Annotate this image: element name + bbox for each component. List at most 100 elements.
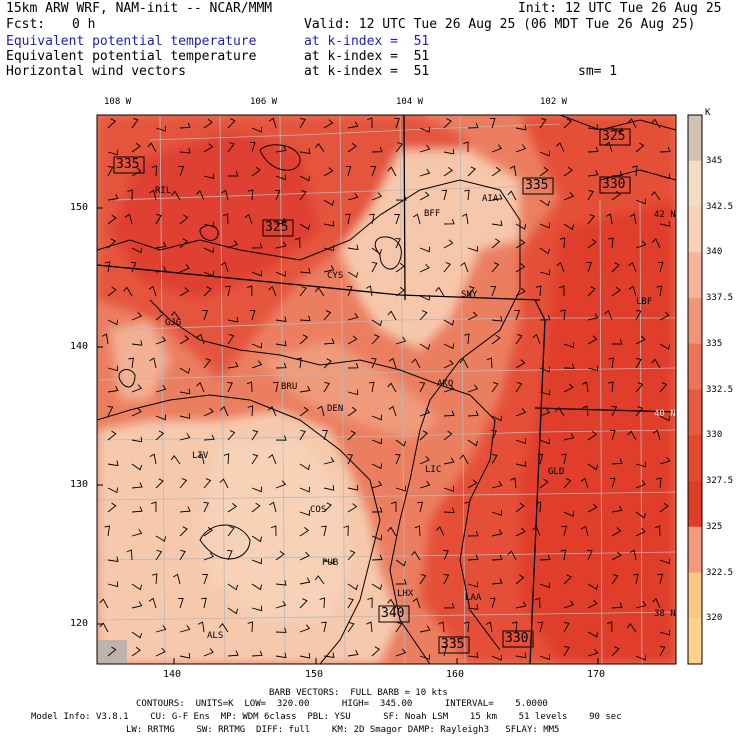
wind-barb xyxy=(387,166,397,177)
wind-barb xyxy=(419,430,429,441)
wind-barb xyxy=(107,430,117,441)
wind-barb xyxy=(104,261,111,273)
wind-barb xyxy=(179,287,190,297)
wind-barb xyxy=(539,314,551,321)
wind-barb xyxy=(419,168,431,177)
wind-barb xyxy=(323,119,334,129)
valid-time: Valid: 12 UTC Tue 26 Aug 25 (06 MDT Tue … xyxy=(304,17,696,32)
wind-barb xyxy=(249,141,256,153)
wind-barb xyxy=(131,167,142,177)
wind-barb xyxy=(323,338,335,345)
wind-barb xyxy=(611,527,622,537)
wind-barb xyxy=(659,645,666,657)
wind-barb xyxy=(343,525,349,537)
wind-barb xyxy=(586,549,593,561)
wind-barb xyxy=(491,453,498,465)
wind-barb xyxy=(586,262,592,273)
wind-barb xyxy=(251,558,262,565)
wind-barb xyxy=(555,406,565,417)
wind-barb xyxy=(463,621,470,633)
x-tick-label: 140 xyxy=(163,669,182,680)
wind-barb xyxy=(179,214,189,225)
wind-barb xyxy=(491,429,497,441)
wind-barb xyxy=(443,319,455,326)
wind-barb xyxy=(179,625,191,633)
wind-barb xyxy=(130,261,137,273)
wind-barb xyxy=(344,213,351,225)
wind-barb xyxy=(346,285,353,297)
wind-barb xyxy=(467,554,479,561)
wind-barb xyxy=(563,645,570,657)
wind-barb xyxy=(581,525,589,537)
wind-barb xyxy=(419,654,430,660)
wind-barb xyxy=(371,261,378,273)
wind-barb xyxy=(467,479,478,489)
wind-barb xyxy=(366,621,373,633)
wind-barb xyxy=(179,653,191,659)
wind-barb xyxy=(371,480,383,489)
wind-barb xyxy=(467,530,479,537)
wind-barb xyxy=(587,599,598,609)
wind-barb xyxy=(131,247,143,254)
wind-barb xyxy=(203,221,215,228)
wind-barb xyxy=(203,552,215,561)
wind-barb xyxy=(635,198,646,205)
wind-barb xyxy=(635,142,645,153)
wind-barb xyxy=(635,654,647,661)
wind-barb xyxy=(321,525,327,537)
wind-barb xyxy=(509,165,517,177)
wind-barb xyxy=(560,309,566,321)
wind-barb xyxy=(515,502,525,513)
wind-barb xyxy=(631,165,638,177)
wind-barb xyxy=(539,554,551,561)
wind-barb xyxy=(515,144,527,153)
wind-barb xyxy=(443,218,455,225)
wind-barb xyxy=(467,652,479,658)
wind-barb xyxy=(107,581,119,588)
wind-barb xyxy=(170,455,181,465)
wind-barb xyxy=(515,359,526,369)
wind-barb xyxy=(107,165,114,177)
wind-barb xyxy=(155,384,167,393)
wind-barb xyxy=(395,195,407,201)
wind-barb xyxy=(628,261,637,273)
wind-barb xyxy=(179,335,190,345)
wind-barb xyxy=(179,238,189,249)
wind-barb xyxy=(173,573,181,585)
wind-barb xyxy=(323,358,332,369)
wind-barb xyxy=(322,430,328,441)
axis-ticks xyxy=(97,207,599,664)
wind-barb xyxy=(203,270,215,277)
colorbar-label: 327.5 xyxy=(706,476,734,486)
wind-barb xyxy=(555,142,565,153)
wind-barb xyxy=(203,478,212,489)
wind-barb xyxy=(275,241,287,249)
state-boundaries xyxy=(99,115,676,664)
wind-barb xyxy=(395,142,403,153)
wind-barb xyxy=(299,624,311,633)
wind-barb xyxy=(179,147,191,154)
wind-barb xyxy=(222,213,229,225)
wind-barb xyxy=(294,237,301,249)
wind-barb xyxy=(611,286,621,297)
wind-barb xyxy=(347,362,359,369)
wind-barb xyxy=(609,430,616,441)
wind-barb xyxy=(629,213,637,225)
wind-barb xyxy=(179,367,191,374)
wind-barb xyxy=(347,430,356,441)
wind-barb xyxy=(345,165,352,177)
wind-barb xyxy=(246,285,253,297)
wind-barb xyxy=(131,311,142,321)
wind-barb xyxy=(563,600,575,609)
wind-barb xyxy=(131,407,142,417)
wind-barb xyxy=(539,166,549,177)
wind-barb xyxy=(299,527,310,537)
wind-barb xyxy=(395,336,407,345)
wind-barb xyxy=(514,310,520,321)
wind-barb xyxy=(412,597,421,609)
contour-label: 325 xyxy=(265,220,289,235)
colorbar-label: 322.5 xyxy=(706,567,734,578)
wind-barb xyxy=(635,511,647,519)
wind-barb xyxy=(347,313,359,321)
wind-barb xyxy=(441,189,448,201)
